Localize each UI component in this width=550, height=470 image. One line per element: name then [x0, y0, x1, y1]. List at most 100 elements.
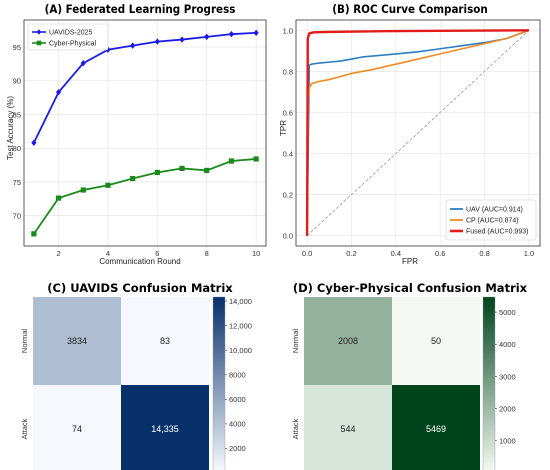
panel-a-point-1 — [228, 158, 235, 164]
panel-d-row-label: Attack — [291, 418, 300, 439]
panel-b-y-tick: 0.0 — [283, 232, 293, 241]
panel-c-cell-value: 83 — [160, 336, 170, 346]
panel-d-colorbar — [482, 296, 496, 470]
panel-a-y-tick: 80 — [13, 144, 21, 153]
panel-a-xlabel: Communication Round — [99, 257, 180, 266]
panel-a-point-1 — [253, 156, 259, 162]
panel-c-colorbar-tick-label: 4000 — [229, 420, 246, 429]
panel-b-y-tick: 0.6 — [283, 108, 293, 117]
panel-c-confusion-matrix: (C) UAVIDS Confusion Matrix 3834 83 74 14,3… — [20, 281, 252, 470]
panel-b-legend-label: UAV (AUC=0.914) — [466, 207, 523, 214]
panel-a-y-tick: 90 — [13, 77, 21, 86]
panel-b-x-tick: 0.8 — [479, 249, 489, 258]
panel-a-x-tick: 4 — [106, 249, 110, 258]
panel-a-point-0 — [204, 33, 210, 41]
panel-a-point-0 — [154, 38, 160, 45]
panel-d-colorbar-tick-label: 2000 — [499, 404, 516, 413]
panel-b-ylabel: TPR — [279, 120, 288, 136]
panel-a-y-tick: 85 — [13, 110, 21, 119]
panel-b-y-tick: 1.0 — [283, 26, 293, 35]
panel-c-colorbar-tick-label: 8000 — [229, 371, 246, 380]
panel-a-y-tick: 95 — [13, 43, 21, 52]
panel-a-x-tick: 6 — [155, 249, 159, 258]
panel-a-point-1 — [204, 167, 210, 174]
panel-a-legend-marker — [36, 40, 42, 46]
panel-b-y-tick: 0.4 — [283, 150, 293, 159]
panel-a-point-0 — [228, 30, 235, 38]
panel-c-row-label: Attack — [20, 418, 29, 439]
panel-c-cell-value: 14,335 — [151, 424, 179, 434]
panel-b-diagonal-reference — [306, 29, 530, 237]
panel-a-point-1 — [80, 187, 86, 193]
panel-c-colorbar-tick-label: 12,000 — [229, 321, 252, 330]
panel-b-roc-curve-1 — [306, 29, 530, 236]
panel-a-legend-marker — [36, 29, 42, 35]
panel-c-cell-value: 3834 — [67, 336, 87, 346]
panel-b-x-tick: 0.4 — [391, 249, 401, 258]
panel-b-x-tick: 1.0 — [524, 249, 534, 258]
panel-c-colorbar — [212, 296, 226, 470]
panel-c-row-label: Normal — [20, 329, 29, 354]
panel-d-cell — [392, 385, 480, 470]
panel-d-cell — [392, 297, 480, 385]
panel-d-colorbar-tick-label: 1000 — [499, 437, 516, 446]
panel-d-colorbar-tick-label: 3000 — [499, 372, 516, 381]
panel-a-x-tick: 8 — [205, 249, 209, 258]
panel-c-colorbar-tick-label: 14,000 — [229, 297, 252, 306]
panel-b-legend-label: CP (AUC=0.874) — [466, 218, 519, 225]
panel-a-line-chart: (A) Federated Learning Progress Communic… — [6, 2, 267, 266]
panel-d-colorbar-tick-label: 5000 — [499, 308, 516, 317]
panel-a-point-1 — [55, 195, 62, 201]
panel-a-x-tick: 2 — [56, 249, 60, 258]
panel-a-point-1 — [154, 169, 160, 176]
panel-d-cell-value: 2008 — [338, 336, 358, 346]
panel-b-xlabel: FPR — [402, 257, 418, 266]
panel-a-point-0 — [253, 29, 259, 37]
panel-a-x-tick: 10 — [252, 249, 260, 258]
panel-a-point-1 — [179, 165, 185, 172]
panel-d-title: (D) Cyber-Physical Confusion Matrix — [293, 281, 528, 295]
panel-a-plot-frame — [23, 19, 267, 247]
panel-a-series-line-0 — [33, 31, 257, 144]
panel-b-plot-frame — [295, 19, 541, 247]
panel-c-colorbar-tick-label: 2000 — [229, 444, 246, 453]
panel-c-cell — [121, 297, 209, 385]
panel-d-cell-value: 544 — [340, 424, 355, 434]
panel-b-legend-box — [445, 199, 537, 241]
panel-b-roc-chart: (B) ROC Curve Comparison FPR TPR 0.0 0.2 0… — [279, 2, 541, 266]
panel-c-cell-value: 74 — [72, 424, 82, 434]
panel-a-y-tick: 75 — [13, 178, 21, 187]
panel-a-point-0 — [55, 88, 62, 96]
panel-a-point-1 — [130, 175, 136, 182]
panel-a-legend-label: Cyber-Physical — [49, 41, 97, 48]
panel-c-cell — [121, 385, 209, 470]
panel-b-roc-curve-2 — [305, 29, 529, 236]
panel-a-point-0 — [31, 139, 37, 146]
panel-b-legend-label: Fused (AUC=0.993) — [466, 229, 528, 236]
panel-a-point-1 — [31, 231, 37, 237]
panel-d-row-label: Normal — [291, 329, 300, 354]
panel-b-x-tick: 0.0 — [302, 249, 312, 258]
panel-a-point-0 — [80, 59, 86, 67]
panel-b-x-tick: 0.6 — [435, 249, 445, 258]
panel-c-cell — [33, 385, 121, 470]
panel-c-cell — [33, 297, 121, 385]
panel-a-title: (A) Federated Learning Progress — [45, 2, 236, 16]
panel-a-point-0 — [130, 42, 136, 49]
panel-a-series-line-1 — [33, 158, 257, 235]
panel-b-x-tick: 0.2 — [346, 249, 356, 258]
panel-a-legend-box — [27, 23, 109, 51]
panel-d-confusion-matrix: (D) Cyber-Physical Confusion Matrix 2008… — [291, 281, 528, 470]
panel-c-colorbar-tick-label: 6000 — [229, 395, 246, 404]
panel-b-y-tick: 0.2 — [283, 191, 293, 200]
panel-d-cell — [304, 297, 392, 385]
panel-a-point-1 — [105, 182, 111, 188]
panel-d-colorbar-tick-label: 4000 — [499, 340, 516, 349]
panel-d-cell — [304, 385, 392, 470]
panel-a-legend-label: UAVIDS-2025 — [49, 30, 93, 37]
panel-a-point-0 — [179, 36, 185, 43]
panel-d-cell-value: 5469 — [426, 424, 446, 434]
panel-c-colorbar-tick-label: 10,000 — [229, 346, 252, 355]
panel-a-y-tick: 70 — [13, 212, 21, 221]
